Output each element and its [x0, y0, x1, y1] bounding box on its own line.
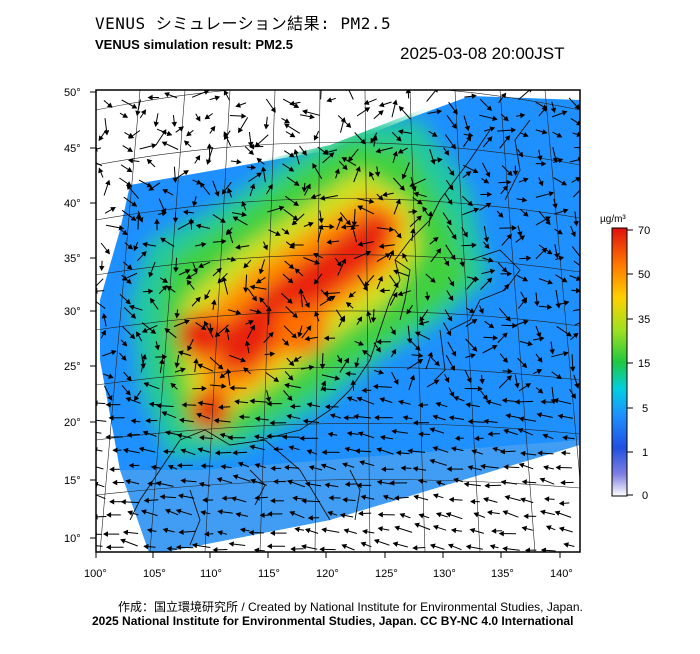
lat-label: 35°	[64, 253, 81, 265]
lon-axis: 100° 105° 110° 115° 120° 125° 130° 135° …	[84, 552, 573, 580]
credit-line: 作成：国立環境研究所 / Created by National Institu…	[118, 598, 583, 615]
copyright-line: 2025 National Institute for Environmenta…	[92, 614, 573, 628]
colorbar-label: 70	[638, 225, 650, 237]
lat-label: 20°	[64, 417, 81, 429]
wind-arrow-head	[90, 492, 94, 496]
wind-arrow-head	[88, 544, 92, 548]
lat-label: 10°	[64, 533, 81, 545]
colorbar: µg/m³ 70 50 35 15 5 1 0	[600, 214, 650, 502]
colorbar-label: 1	[642, 447, 648, 459]
lon-label: 135°	[491, 568, 514, 580]
lon-label: 115°	[258, 568, 280, 580]
wind-arrow-head	[585, 307, 589, 311]
lat-label: 40°	[64, 198, 81, 210]
lon-label: 100°	[84, 568, 107, 580]
colorbar-label: 5	[642, 403, 648, 415]
wind-arrow-head	[92, 299, 96, 303]
lat-label: 45°	[64, 143, 81, 155]
wind-arrow-head	[582, 266, 586, 270]
colorbar-unit: µg/m³	[600, 214, 626, 225]
lon-label: 120°	[316, 568, 339, 580]
lat-axis: 50° 45° 40° 35° 30° 25° 20° 15° 10°	[64, 87, 96, 545]
lon-label: 130°	[433, 568, 456, 580]
colorbar-gradient	[612, 228, 627, 496]
wind-arrow-head	[319, 85, 323, 89]
wind-arrow-head	[581, 185, 585, 189]
concentration-field	[88, 85, 590, 555]
wind-arrow-head	[582, 320, 586, 324]
wind-arrow-head	[88, 430, 92, 434]
colorbar-label: 15	[638, 358, 650, 370]
wind-arrow-head	[587, 146, 591, 150]
wind-arrow-head	[90, 160, 94, 163]
lat-label: 30°	[64, 306, 81, 318]
lat-label: 50°	[64, 87, 81, 99]
lat-label: 25°	[64, 361, 81, 373]
lon-label: 140°	[550, 568, 573, 580]
red-hotspot-south	[190, 390, 230, 430]
colorbar-label: 50	[638, 269, 650, 281]
wind-arrow-head	[89, 418, 93, 422]
colorbar-label: 35	[638, 314, 650, 326]
lon-label: 110°	[200, 568, 222, 580]
lon-label: 105°	[143, 568, 166, 580]
lat-label: 15°	[64, 475, 81, 487]
wind-arrow-head	[89, 464, 93, 468]
lon-label: 125°	[375, 568, 398, 580]
colorbar-label: 0	[642, 490, 648, 502]
wind-arrow	[93, 403, 105, 404]
